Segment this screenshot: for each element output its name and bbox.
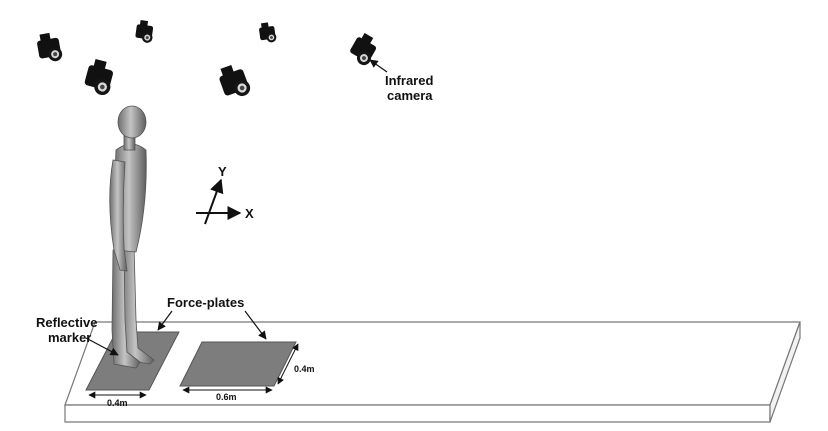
y-axis-arrow <box>204 178 224 225</box>
infrared-camera-icon <box>82 57 117 97</box>
infrared-camera-icon <box>258 21 277 44</box>
reflective-marker-pointer <box>85 337 119 356</box>
infrared-camera-icon <box>216 61 253 102</box>
force-plates-label: Force-plates <box>167 295 244 310</box>
human-figure-icon <box>109 105 155 369</box>
dim-plate2-width-label: 0.6m <box>216 392 237 402</box>
infrared-camera-icon <box>35 31 64 64</box>
infrared-camera-pointer <box>369 59 388 73</box>
axis-y-label: Y <box>218 164 227 179</box>
dim-plate2-depth-label: 0.4m <box>294 364 315 374</box>
reflective-marker-label-line1: Reflective <box>36 315 97 330</box>
infrared-camera-icon <box>346 31 382 68</box>
force-plate-2 <box>179 341 297 387</box>
axis-x-label: X <box>245 206 254 221</box>
infrared-camera-icon <box>134 19 155 44</box>
force-plates-pointer-1 <box>157 310 173 331</box>
infrared-camera-label-line2: camera <box>387 88 433 103</box>
dim-plate1-width-label: 0.4m <box>107 398 128 408</box>
coordinate-axes <box>196 178 242 225</box>
dim-plate2-depth-line <box>277 343 299 385</box>
infrared-camera-label-line1: Infrared <box>385 73 433 88</box>
force-plates-pointer-2 <box>244 310 267 340</box>
reflective-marker-label-line2: marker <box>48 330 91 345</box>
